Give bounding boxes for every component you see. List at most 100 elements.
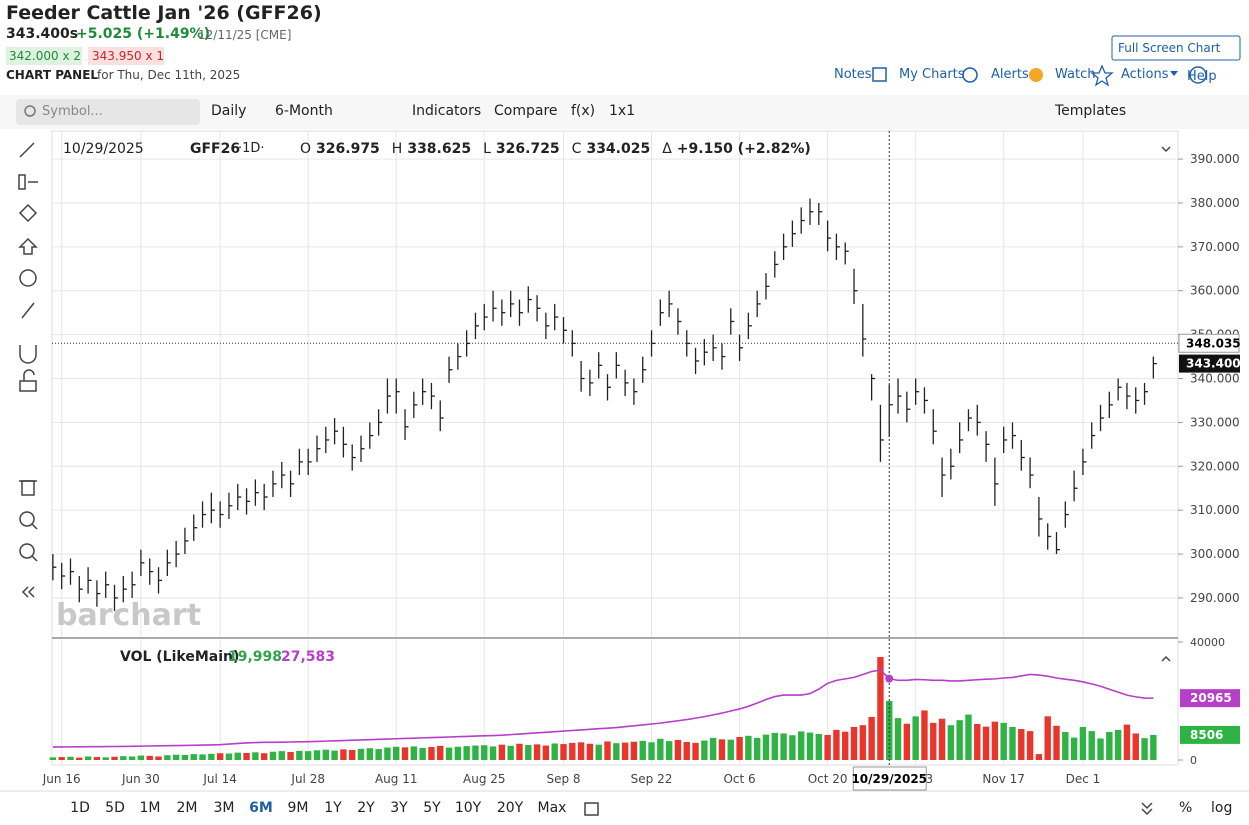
volume-bar	[278, 751, 285, 760]
search-placeholder[interactable]: Symbol...	[42, 104, 103, 119]
y-tick-label: 380.000	[1190, 196, 1240, 210]
range-button[interactable]: 9M	[287, 800, 309, 816]
volume-bar	[516, 743, 523, 760]
range-button[interactable]: 2M	[176, 800, 198, 816]
range-button[interactable]: Max	[537, 800, 567, 816]
volume-bar	[718, 739, 726, 760]
y-tick-label: 320.000	[1190, 459, 1240, 473]
fullscreen-button[interactable]	[1111, 35, 1241, 61]
volume-bar	[349, 749, 356, 760]
volume-bar	[304, 751, 312, 760]
volume-bar	[1079, 726, 1087, 760]
nav-link[interactable]: Watch	[1055, 67, 1096, 82]
volume-bar	[164, 755, 171, 760]
side-tools[interactable]	[18, 142, 1171, 816]
volume-bar	[181, 754, 189, 760]
ask: 343.950 x 1	[92, 49, 164, 63]
volume-bar	[665, 741, 673, 760]
volume-bar	[736, 736, 743, 760]
nav-link[interactable]: Notes	[834, 67, 872, 82]
x-tick-label: Jun 16	[42, 772, 81, 786]
legend-field-value: 326.725	[495, 141, 560, 157]
nav-link[interactable]: Actions	[1121, 67, 1169, 82]
range-button[interactable]: 10Y	[454, 800, 482, 816]
nav-link[interactable]: My Charts	[899, 67, 965, 82]
volume-bar	[472, 745, 479, 760]
volume-bar	[225, 753, 233, 760]
volume-bar	[155, 756, 162, 760]
volume-bar	[533, 744, 541, 760]
volume-bar	[674, 739, 682, 760]
volume-bar	[384, 747, 391, 760]
avg-marker	[885, 674, 894, 683]
volume-bar	[199, 754, 206, 760]
templates[interactable]: Templates	[1055, 103, 1127, 119]
volume-bar	[859, 725, 867, 760]
volume-bar	[745, 735, 752, 760]
y-tick-label: 40000	[1190, 636, 1225, 649]
y-tick-label: 340.000	[1190, 372, 1240, 386]
volume-bar	[947, 725, 955, 760]
toolbar-item[interactable]: Indicators	[412, 103, 482, 119]
toolbar-item[interactable]: 6-Month	[275, 103, 333, 119]
crosshair-x-label: 10/29/2025	[851, 772, 927, 786]
toolbar-item[interactable]: f(x)	[571, 103, 596, 119]
volume-bar	[102, 757, 109, 760]
fullscreen-label[interactable]: Full Screen Chart	[1118, 41, 1221, 55]
volume-bar	[894, 718, 902, 760]
volume-bar	[296, 750, 303, 760]
nav-link[interactable]: Help	[1187, 69, 1217, 84]
title: Feeder Cattle Jan '26 (GFF26)	[6, 2, 322, 24]
range-button[interactable]: 3M	[213, 800, 235, 816]
nav-link[interactable]: Alerts	[991, 67, 1029, 82]
volume-bar	[1097, 738, 1104, 760]
volume-bar	[1132, 733, 1139, 760]
volume-bar	[577, 742, 585, 760]
legend-field-value: +9.150 (+2.82%)	[676, 141, 811, 157]
change: +5.025 (+1.49%)	[76, 26, 210, 42]
volume-bar	[692, 742, 699, 760]
volume-bar	[401, 747, 409, 760]
range-button[interactable]: 2Y	[357, 800, 375, 816]
scale-button[interactable]: log	[1211, 800, 1233, 816]
range-button[interactable]: 5D	[105, 800, 125, 816]
x-tick-label: Sep 22	[631, 772, 673, 786]
range-button[interactable]: 5Y	[423, 800, 441, 816]
range-button[interactable]: 3Y	[390, 800, 408, 816]
watch-icon[interactable]	[1090, 64, 1114, 87]
bid-box	[6, 47, 82, 65]
range-button[interactable]: 6M	[249, 800, 273, 816]
volume-bar	[252, 752, 259, 760]
volume-bar	[621, 742, 629, 760]
toolbar-item[interactable]: 1x1	[609, 103, 636, 119]
y-tick-label: 370.000	[1190, 240, 1240, 254]
volume-bar	[525, 744, 532, 760]
toolbar-item[interactable]: Daily	[211, 103, 247, 119]
scale-button[interactable]: %	[1179, 800, 1193, 816]
volume-bar	[842, 731, 849, 760]
range-button[interactable]: 20Y	[496, 800, 524, 816]
volume-bar	[93, 757, 101, 760]
range-button[interactable]: 1M	[139, 800, 161, 816]
vol-label-bg	[1180, 725, 1240, 744]
toolbar-item[interactable]: Compare	[494, 103, 558, 119]
range-button[interactable]: 1D	[70, 800, 90, 816]
volume-bar	[481, 745, 488, 760]
vol-legend-volume: 19,998	[228, 649, 283, 665]
mycharts-icon[interactable]	[962, 67, 978, 83]
volume-bar	[489, 746, 497, 760]
search-box[interactable]	[16, 99, 200, 125]
notes-icon[interactable]	[872, 67, 887, 82]
y-tick-label: 310.000	[1190, 503, 1240, 517]
x-tick-label: Aug 11	[375, 772, 418, 786]
range-button[interactable]: 1Y	[324, 800, 342, 816]
x-tick-label: Aug 25	[463, 772, 506, 786]
alert-icon[interactable]	[1029, 68, 1043, 82]
volume-bar	[762, 734, 770, 760]
volume-bar	[331, 750, 338, 760]
help-icon[interactable]	[1189, 66, 1207, 84]
last-price-bg	[1179, 354, 1240, 373]
volume-bar	[569, 742, 576, 760]
volume-bar	[850, 726, 858, 760]
